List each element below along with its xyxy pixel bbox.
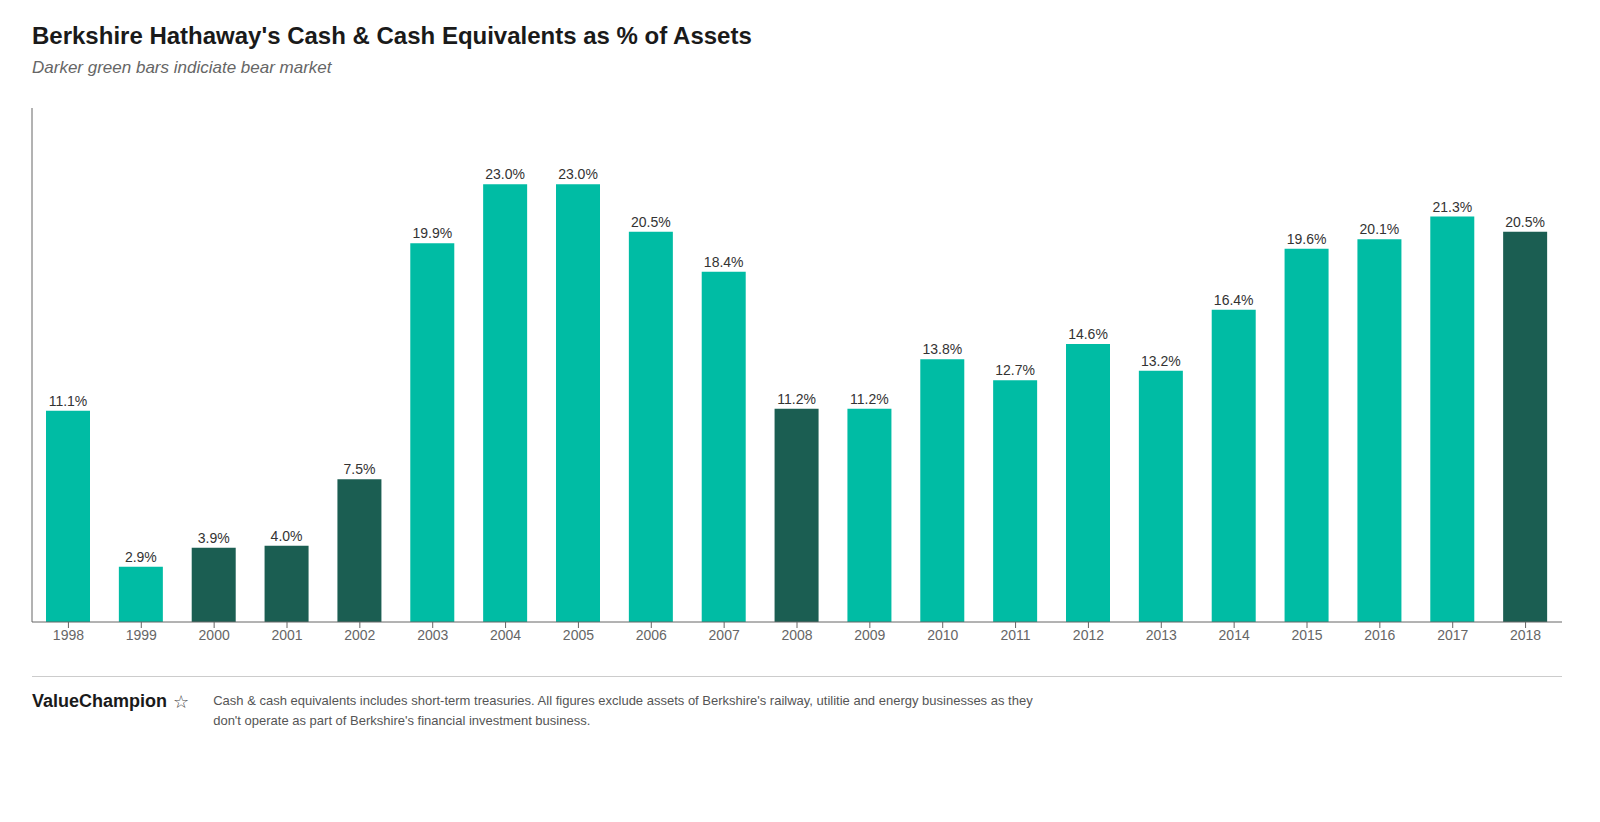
svg-text:14.6%: 14.6% <box>1068 326 1108 342</box>
svg-text:7.5%: 7.5% <box>343 461 375 477</box>
svg-text:2015: 2015 <box>1291 627 1322 643</box>
svg-text:21.3%: 21.3% <box>1432 199 1472 215</box>
svg-text:20.5%: 20.5% <box>1505 214 1545 230</box>
svg-text:4.0%: 4.0% <box>271 528 303 544</box>
svg-text:16.4%: 16.4% <box>1214 292 1254 308</box>
svg-text:2012: 2012 <box>1073 627 1104 643</box>
svg-text:19.6%: 19.6% <box>1287 231 1327 247</box>
svg-text:23.0%: 23.0% <box>485 166 525 182</box>
svg-text:2000: 2000 <box>199 627 230 643</box>
svg-text:1999: 1999 <box>126 627 157 643</box>
svg-text:3.9%: 3.9% <box>198 530 230 546</box>
svg-text:11.1%: 11.1% <box>49 393 88 409</box>
html-text:ValueChampion ☆: ValueChampion ☆ <box>32 691 190 712</box>
svg-text:20.5%: 20.5% <box>631 214 671 230</box>
svg-text:2009: 2009 <box>854 627 885 643</box>
svg-text:2.9%: 2.9% <box>125 549 157 565</box>
svg-text:2011: 2011 <box>1001 627 1031 643</box>
svg-text:1998: 1998 <box>53 627 84 643</box>
svg-text:18.4%: 18.4% <box>704 254 744 270</box>
svg-text:2016: 2016 <box>1364 627 1395 643</box>
svg-text:2017: 2017 <box>1437 627 1468 643</box>
svg-text:11.2%: 11.2% <box>850 391 889 407</box>
svg-text:2001: 2001 <box>271 627 302 643</box>
html-text:Berkshire Hathaway's Cash & Ca: Berkshire Hathaway's Cash & Cash Equival… <box>32 22 752 49</box>
svg-text:2002: 2002 <box>344 627 375 643</box>
svg-text:2013: 2013 <box>1146 627 1177 643</box>
html-text:Darker green bars indiciate be: Darker green bars indiciate bear market <box>32 58 332 77</box>
svg-text:2008: 2008 <box>781 627 812 643</box>
svg-text:2005: 2005 <box>563 627 594 643</box>
svg-text:2006: 2006 <box>636 627 667 643</box>
svg-text:2010: 2010 <box>927 627 958 643</box>
svg-text:11.2%: 11.2% <box>777 391 816 407</box>
svg-text:20.1%: 20.1% <box>1360 221 1400 237</box>
svg-text:12.7%: 12.7% <box>995 362 1035 378</box>
svg-text:2018: 2018 <box>1510 627 1541 643</box>
svg-text:2004: 2004 <box>490 627 521 643</box>
svg-text:2003: 2003 <box>417 627 448 643</box>
svg-text:19.9%: 19.9% <box>412 225 452 241</box>
svg-text:13.2%: 13.2% <box>1141 353 1181 369</box>
svg-text:2014: 2014 <box>1219 627 1250 643</box>
html-text:Cash & cash equivalents includ: Cash & cash equivalents includes short-t… <box>213 693 1033 708</box>
svg-text:2007: 2007 <box>709 627 740 643</box>
svg-text:23.0%: 23.0% <box>558 166 598 182</box>
svg-text:13.8%: 13.8% <box>922 341 962 357</box>
html-text:don't operate as part of Berks: don't operate as part of Berkshire's fin… <box>213 712 591 728</box>
